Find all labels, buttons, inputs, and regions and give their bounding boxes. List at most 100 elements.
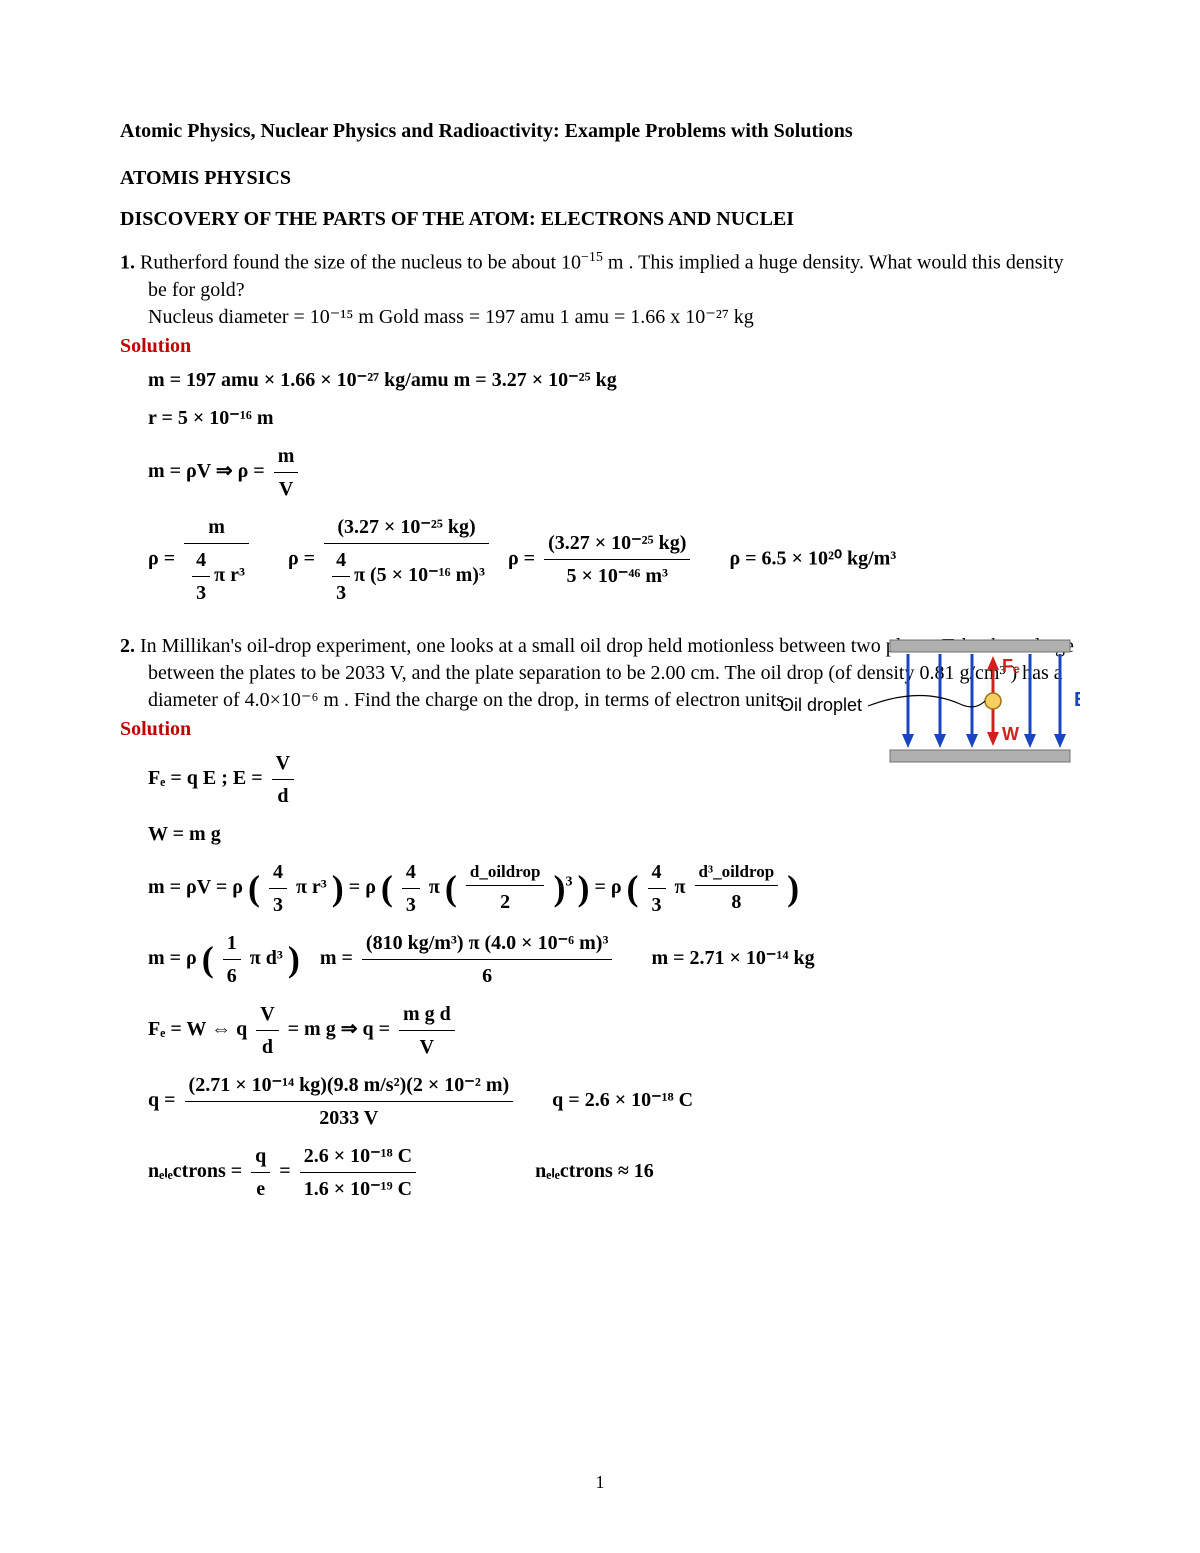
frac-tail: π r³ [296, 876, 327, 898]
frac-bot: d [256, 1031, 278, 1063]
sol2-l7-ans: nₑₗₑctrons ≈ 16 [535, 1160, 654, 1182]
frac-top: m [184, 511, 249, 544]
frac-bot: 6 [223, 960, 241, 992]
frac-top: V [272, 747, 294, 780]
frac-bot: 2033 V [185, 1102, 514, 1134]
frac-bot: e [251, 1173, 270, 1205]
frac-top: m [274, 440, 299, 473]
frac-bot: 4 3 π (5 × 10⁻¹⁶ m)³ [324, 544, 489, 609]
frac-bot: 3 [269, 889, 287, 921]
oil-droplet-label: Oil droplet [780, 695, 862, 715]
oil-drop-pointer [868, 695, 985, 706]
sol2-l4-frac: (810 kg/m³) π (4.0 × 10⁻⁶ m)³ 6 [362, 927, 613, 992]
sol1-l4-f2: (3.27 × 10⁻²⁵ kg) 4 3 π (5 × 10⁻¹⁶ m)³ [324, 511, 489, 609]
sol2-l6-ans: q = 2.6 × 10⁻¹⁸ C [552, 1089, 693, 1111]
frac-bot: 1.6 × 10⁻¹⁹ C [300, 1173, 416, 1205]
frac-tail: π [429, 876, 440, 898]
sol2-l5-a: Fₑ = W ⇔ q [148, 1018, 247, 1040]
sol2-l1-a: Fₑ = q E ; E = [148, 767, 263, 789]
sol1-l4-c: ρ = [508, 547, 535, 569]
bottom-plate [890, 750, 1070, 762]
problem-2-number: 2. [120, 635, 135, 657]
document-page: Atomic Physics, Nuclear Physics and Radi… [0, 0, 1200, 1553]
sol1-l4-f1: m 4 3 π r³ [184, 511, 249, 609]
sol2-l5-b: = m g ⇒ q = [288, 1018, 390, 1040]
w-label: W [1002, 724, 1019, 744]
frac-bot: 3 [192, 577, 210, 609]
problem-1: 1. Rutherford found the size of the nucl… [148, 249, 1080, 331]
e-label: E [1074, 689, 1080, 711]
heading-discovery: DISCOVERY OF THE PARTS OF THE ATOM: ELEC… [120, 208, 1080, 231]
frac-top: 4 [402, 856, 420, 889]
frac-bot: 3 [648, 889, 666, 921]
top-plate [890, 640, 1070, 652]
sol1-l4-ans: ρ = 6.5 × 10²⁰ kg/m³ [729, 547, 896, 569]
problem-1-number: 1. [120, 252, 135, 274]
solution-label-1: Solution [120, 335, 1080, 358]
frac-top: 2.6 × 10⁻¹⁸ C [300, 1140, 416, 1173]
problem-1-exp: −15 [581, 250, 603, 265]
frac-bot: 5 × 10⁻⁴⁶ m³ [544, 560, 690, 592]
sol2-l3: m = ρV = ρ ( 43 π r³ ) = ρ ( 43 π ( d_oi… [148, 856, 788, 921]
sol1-l1: m = 197 amu × 1.66 × 10⁻²⁷ kg/amu m = 3.… [148, 364, 1080, 396]
solution-1-math: m = 197 amu × 1.66 × 10⁻²⁷ kg/amu m = 3.… [148, 364, 1080, 609]
sol2-l6: q = (2.71 × 10⁻¹⁴ kg)(9.8 m/s²)(2 × 10⁻²… [148, 1069, 788, 1134]
frac-top: (3.27 × 10⁻²⁵ kg) [324, 511, 489, 544]
frac-bot: 4 3 π r³ [184, 544, 249, 609]
problem-1-text-a: Rutherford found the size of the nucleus… [140, 252, 581, 274]
sol2-l4-mid: m = [320, 947, 353, 969]
frac-tail: π [675, 876, 686, 898]
frac-top: d³_oildrop [695, 858, 779, 886]
sol2-l4: m = ρ ( 16 π d³ ) m = (810 kg/m³) π (4.0… [148, 927, 788, 992]
frac-top: 4 [269, 856, 287, 889]
sol1-l4-a: ρ = [148, 547, 175, 569]
page-number: 1 [596, 1472, 605, 1493]
sol2-l3-mid2: = ρ [594, 876, 621, 898]
sol2-l3-mid1: = ρ [349, 876, 376, 898]
frac-bot: V [399, 1031, 455, 1063]
heading-atomic: ATOMIS PHYSICS [120, 167, 1080, 190]
sol1-l3-frac: m V [274, 440, 299, 505]
sol2-l1: Fₑ = q E ; E = V d [148, 747, 788, 812]
frac-top: 4 [192, 544, 210, 577]
frac-bot: 3 [402, 889, 420, 921]
frac-top: 4 [648, 856, 666, 889]
fe-label: Fₑ [1002, 656, 1020, 676]
frac-bot: 3 [332, 577, 350, 609]
sol2-l2: W = m g [148, 818, 788, 850]
sol2-l6-frac: (2.71 × 10⁻¹⁴ kg)(9.8 m/s²)(2 × 10⁻² m) … [185, 1069, 514, 1134]
oil-drop-svg: Oil droplet Fₑ W E [780, 636, 1080, 766]
frac-top: m g d [399, 998, 455, 1031]
sol2-l3-lead: m = ρV = ρ [148, 876, 243, 898]
sol2-l4-lead: m = ρ [148, 947, 197, 969]
frac-top: 1 [223, 927, 241, 960]
sol1-l3-lhs: m = ρV ⇒ ρ = [148, 460, 265, 482]
frac-tail: π (5 × 10⁻¹⁶ m)³ [354, 564, 485, 586]
frac-bot: 6 [362, 960, 613, 992]
sol1-l4-f3: (3.27 × 10⁻²⁵ kg) 5 × 10⁻⁴⁶ m³ [544, 527, 690, 592]
sol2-l6-a: q = [148, 1089, 176, 1111]
sol2-l7-mid: = [279, 1160, 290, 1182]
sol2-l4-ans: m = 2.71 × 10⁻¹⁴ kg [651, 947, 814, 969]
doc-title: Atomic Physics, Nuclear Physics and Radi… [120, 120, 1080, 143]
frac-top: (3.27 × 10⁻²⁵ kg) [544, 527, 690, 560]
sol1-l4: ρ = m 4 3 π r³ ρ = (3.27 × 10⁻²⁵ kg) 4 [148, 511, 1080, 609]
sol2-l7: nₑₗₑctrons = qe = 2.6 × 10⁻¹⁸ C1.6 × 10⁻… [148, 1140, 788, 1205]
frac-bot: d [272, 780, 294, 812]
solution-2-math: Fₑ = q E ; E = V d W = m g m = ρV = ρ ( … [148, 747, 788, 1205]
sol2-l1-frac: V d [272, 747, 294, 812]
oil-drop-diagram: Oil droplet Fₑ W E [780, 636, 1080, 766]
frac-bot: 8 [695, 886, 779, 918]
field-arrows [902, 654, 1066, 748]
sol2-l7-a: nₑₗₑctrons = [148, 1160, 242, 1182]
frac-tail: π r³ [214, 564, 245, 586]
frac-top: 4 [332, 544, 350, 577]
frac-top: d_oildrop [466, 858, 545, 886]
sol2-l5: Fₑ = W ⇔ q Vd = m g ⇒ q = m g dV [148, 998, 788, 1063]
frac-top: (2.71 × 10⁻¹⁴ kg)(9.8 m/s²)(2 × 10⁻² m) [185, 1069, 514, 1102]
frac-top: q [251, 1140, 270, 1173]
frac-top: (810 kg/m³) π (4.0 × 10⁻⁶ m)³ [362, 927, 613, 960]
frac-top: V [256, 998, 278, 1031]
frac-bot: 2 [466, 886, 545, 918]
frac-tail: π d³ [250, 947, 283, 969]
